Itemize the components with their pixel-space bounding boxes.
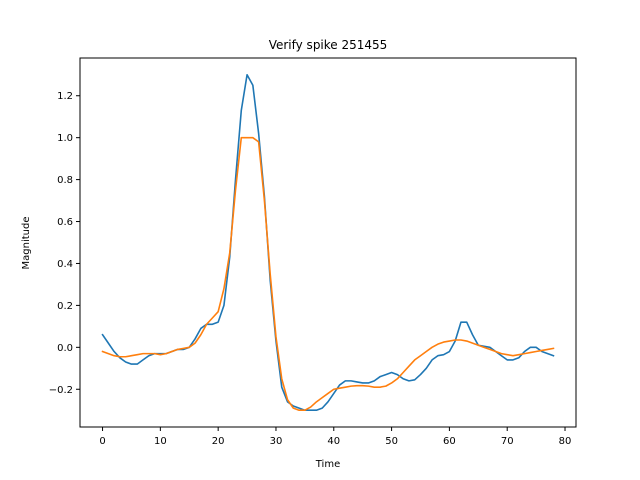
x-axis: 0 10 20 30 40 50 60 70 80	[99, 427, 571, 447]
x-tick-label: 20	[212, 436, 225, 447]
y-tick-label: 0.0	[57, 343, 73, 354]
y-axis-label: Magnitude	[21, 217, 32, 270]
chart-title: Verify spike 251455	[269, 38, 388, 52]
x-tick-label: 40	[327, 436, 340, 447]
x-tick-label: 80	[559, 436, 572, 447]
y-tick-label: −0.2	[49, 385, 73, 396]
x-tick-label: 70	[501, 436, 514, 447]
y-axis: −0.2 0.0 0.2 0.4 0.6 0.8 1.0 1.2	[49, 91, 80, 396]
x-axis-label: Time	[315, 459, 340, 470]
y-tick-label: 0.4	[57, 259, 73, 270]
x-tick-label: 50	[385, 436, 398, 447]
y-tick-label: 0.2	[57, 301, 73, 312]
plot-frame	[79, 57, 577, 428]
x-tick-label: 10	[154, 436, 167, 447]
x-tick-label: 30	[270, 436, 283, 447]
x-tick-label: 60	[443, 436, 456, 447]
y-tick-label: 0.8	[57, 175, 73, 186]
x-tick-label: 0	[99, 436, 105, 447]
y-tick-label: 0.6	[57, 217, 73, 228]
plot-area	[101, 73, 555, 412]
y-tick-label: 1.2	[57, 91, 73, 102]
y-tick-label: 1.0	[57, 133, 73, 144]
series-line-2	[101, 136, 555, 412]
